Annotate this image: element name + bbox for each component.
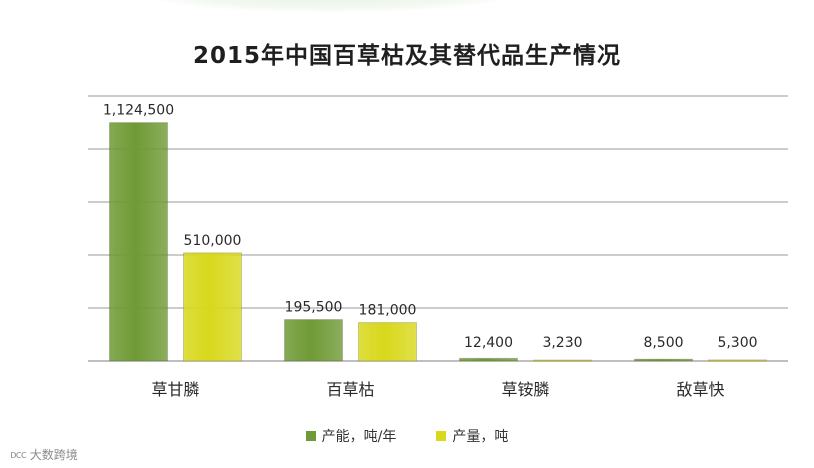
data-label: 510,000	[184, 233, 242, 249]
legend-item-capacity: 产能，吨/年	[305, 426, 397, 446]
legend-swatch-capacity	[305, 431, 316, 441]
bar-output	[358, 322, 417, 362]
data-label: 8,500	[643, 335, 683, 351]
data-label: 181,000	[359, 303, 417, 319]
x-tick-label: 草铵膦	[501, 380, 549, 399]
x-tick-label: 百草枯	[326, 380, 374, 399]
bar-capacity	[459, 357, 518, 362]
x-tick-label: 敌草快	[676, 380, 724, 399]
data-label: 3,230	[542, 335, 582, 351]
header-decoration	[150, 0, 510, 12]
data-label: 195,500	[285, 300, 343, 316]
watermark: ᴅᴄᴄ 大数跨境	[10, 446, 78, 463]
bar-output	[708, 359, 767, 362]
bar-capacity	[109, 122, 168, 362]
legend-swatch-output	[436, 431, 447, 441]
legend-label-output: 产量，吨	[452, 429, 509, 445]
legend-item-output: 产量，吨	[436, 426, 508, 446]
bar-output	[183, 252, 242, 362]
bar-output	[533, 359, 592, 362]
bars	[109, 122, 767, 362]
bar-capacity	[634, 358, 693, 362]
data-label: 12,400	[464, 335, 513, 351]
chart-title: 2015年中国百草枯及其替代品生产情况	[192, 43, 621, 69]
legend: 产能，吨/年 产量，吨	[0, 426, 814, 446]
watermark-text: 大数跨境	[29, 448, 78, 462]
data-label: 1,124,500	[103, 103, 174, 119]
watermark-logo-icon: ᴅᴄᴄ	[10, 448, 27, 461]
x-axis-tick-labels: 草甘膦 百草枯 草铵膦 敌草快	[151, 380, 724, 399]
bar-capacity	[284, 319, 343, 362]
data-labels: 1,124,500 510,000 195,500 181,000 12,400 3,23…	[103, 103, 758, 351]
data-label: 5,300	[717, 335, 757, 351]
legend-label-capacity: 产能，吨/年	[321, 429, 397, 445]
x-tick-label: 草甘膦	[151, 380, 199, 399]
